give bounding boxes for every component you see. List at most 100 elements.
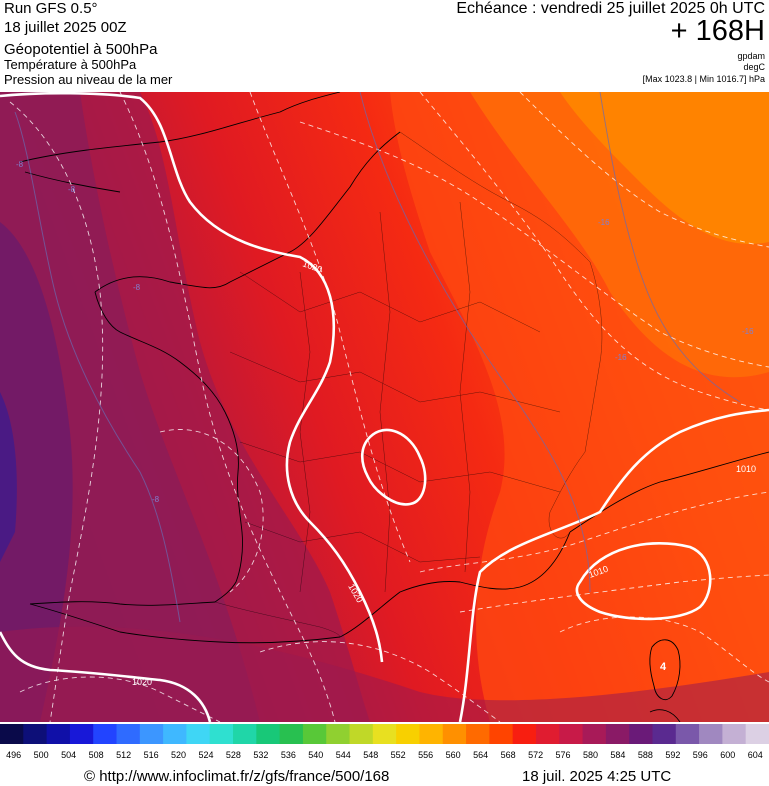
color-swatch [629,724,653,744]
forecast-map: 1020 1020 1020 1010 1010 -8 -8 -8 -8 -16… [0,92,769,722]
echeance-label: Echéance : vendredi 25 juillet 2025 0h U… [456,0,765,17]
color-scale-tick: 512 [116,750,131,760]
isotherm-label-6: -16 [615,353,627,362]
color-swatch [139,724,164,744]
coast-sardinia [649,709,681,722]
color-swatch [396,724,420,744]
coast-atlantic [214,411,243,603]
color-scale-tick: 564 [473,750,488,760]
isotherm-3 [249,92,411,563]
field-subtitle-temperature: Température à 500hPa [4,57,137,72]
color-scale-tick: 520 [171,750,186,760]
color-scale-tick: 532 [253,750,268,760]
isotherm-1 [9,101,104,722]
field-title: Géopotentiel à 500hPa [4,41,158,58]
isotherm-label-7: -16 [742,327,754,336]
color-scale-tick: 588 [638,750,653,760]
temp-contour-west [14,111,181,623]
color-swatch [69,724,94,744]
isotherm-2 [119,92,336,722]
regions-6 [379,211,391,593]
isotherm-5 [419,92,769,411]
lead-time: + 168H [670,15,765,47]
run-label: Run GFS 0.5° [4,0,98,17]
isobar-label-3: 1020 [132,677,152,687]
color-swatch [302,724,327,744]
isotherm-6 [519,92,769,248]
color-swatch [163,724,187,744]
isobar-1020-north [0,92,384,663]
coast-brittany [94,131,401,293]
color-swatch [512,724,537,744]
color-swatch [372,724,397,744]
color-swatch [186,724,211,744]
color-swatch [559,724,584,744]
color-scale-tick: 572 [528,750,543,760]
color-swatch [233,724,257,744]
isotherm-7 [159,429,264,593]
pressure-minmax: [Max 1023.8 | Min 1016.7] hPa [642,74,765,84]
temperature-contours [14,92,741,623]
color-swatch [209,724,234,744]
unit-degc: degC [743,62,765,72]
band-596 [0,392,17,562]
band-south [0,626,769,722]
temp-contour-east [359,92,591,593]
color-swatch [442,724,467,744]
coast-england [19,92,341,163]
color-scale-tick: 596 [693,750,708,760]
temp-contour-ne [599,92,741,403]
color-scale-swatches [0,724,769,744]
low-marker: 4 [660,661,667,673]
field-subtitle-pressure: Pression au niveau de la mer [4,72,173,87]
band-592 [0,222,73,722]
isotherm-4 [299,121,769,368]
color-swatch [745,724,769,744]
isotherm-11 [559,616,769,683]
color-swatch [605,724,630,744]
regions-2 [229,351,561,413]
run-date: 18 juillet 2025 00Z [4,19,127,36]
isobar-1010-east [458,408,769,722]
color-scale-tick: 508 [89,750,104,760]
coast-corsica [649,639,681,700]
color-scale-tick: 504 [61,750,76,760]
isotherm-8 [419,491,769,573]
color-scale-tick: 604 [748,750,763,760]
color-swatch [582,724,607,744]
coast-brittany-west [94,291,226,413]
color-scale-tick: 584 [610,750,625,760]
regions-7 [459,201,471,573]
regions-4 [244,521,481,563]
regions-5 [299,271,311,593]
color-scale-tick: 540 [308,750,323,760]
color-swatch [116,724,141,744]
color-swatch [0,724,24,744]
color-swatch [326,724,351,744]
color-scale: 496 500 504 508 512 516 520 524 528 532 536 540 544 5… [0,724,769,760]
color-scale-ticks: 496 500 504 508 512 516 520 524 528 532 536 540 544 5… [6,750,763,760]
color-scale-tick: 500 [34,750,49,760]
isobar-1020-cell [360,428,427,506]
isobar-label-4: 1010 [736,464,756,474]
border-pyrenees [214,601,341,638]
color-swatch [46,724,71,744]
coast-biscay [29,601,216,606]
color-scale-tick: 528 [226,750,241,760]
regions-3 [239,441,561,493]
source-url[interactable]: © http://www.infoclimat.fr/z/gfs/france/… [84,768,390,785]
color-scale-tick: 548 [363,750,378,760]
color-scale-tick: 600 [720,750,735,760]
color-swatch [489,724,514,744]
color-scale-tick: 552 [391,750,406,760]
unit-gpdam: gpdam [737,51,765,61]
color-swatch [535,724,560,744]
color-swatch [279,724,304,744]
color-scale-tick: 536 [281,750,296,760]
color-swatch [256,724,281,744]
isotherm-label-5: -16 [598,218,610,227]
color-swatch [652,724,677,744]
color-scale-tick: 544 [336,750,351,760]
isotherm-label-3: -8 [133,283,141,292]
color-scale-tick: 524 [198,750,213,760]
